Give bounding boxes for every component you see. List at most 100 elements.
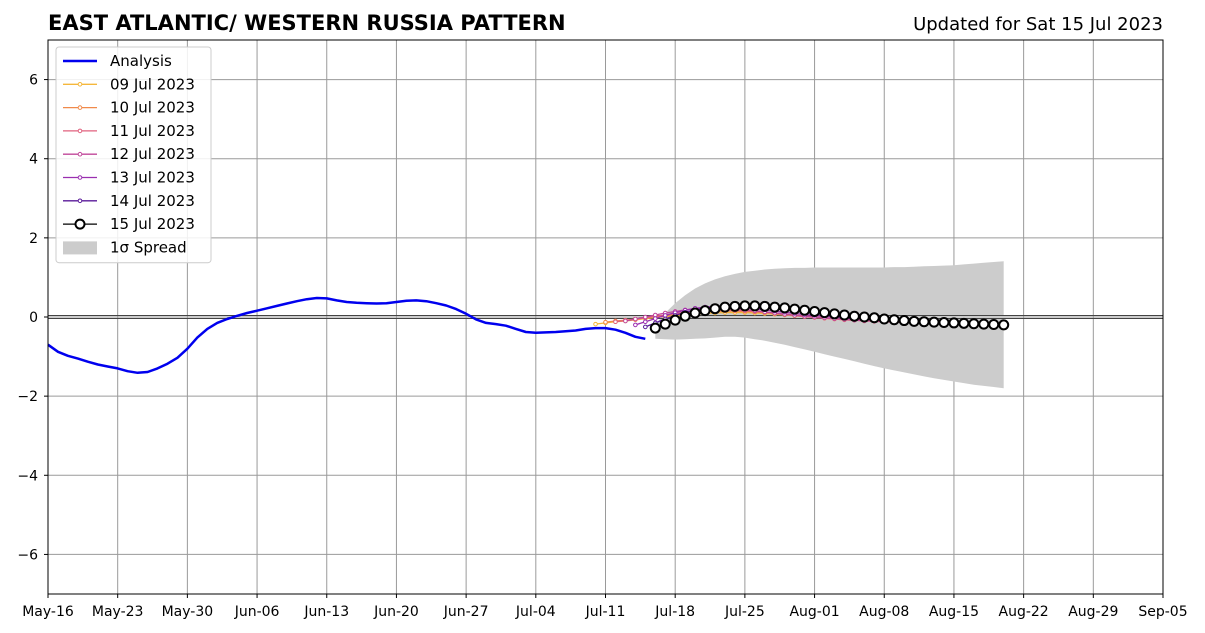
legend-marker <box>77 175 83 180</box>
x-tick-label: May-23 <box>92 604 144 620</box>
x-tick-label: Aug-08 <box>859 604 909 620</box>
data-point <box>908 315 920 327</box>
data-point <box>888 314 900 326</box>
data-point <box>659 318 671 330</box>
legend-label: 1σ Spread <box>110 238 187 256</box>
chart-title: EAST ATLANTIC/ WESTERN RUSSIA PATTERN <box>48 11 566 35</box>
data-point <box>652 316 658 321</box>
series-analysis <box>47 296 646 375</box>
data-point <box>699 305 711 317</box>
x-tick-label: Jun-06 <box>234 604 280 620</box>
legend-item: 14 Jul 2023 <box>63 192 195 210</box>
x-tick-label: Aug-01 <box>789 604 839 620</box>
x-tick-label: Aug-15 <box>929 604 979 620</box>
data-point <box>858 311 870 323</box>
data-point <box>652 312 658 318</box>
y-tick-label: −2 <box>17 389 38 405</box>
data-point <box>593 321 598 327</box>
legend-marker <box>74 218 86 230</box>
data-point <box>633 316 638 322</box>
data-point <box>613 319 618 325</box>
data-point <box>643 319 648 325</box>
y-tick-label: −6 <box>17 547 38 563</box>
y-tick-label: −4 <box>17 468 38 484</box>
data-point <box>689 307 701 319</box>
legend-marker <box>77 82 83 87</box>
legend-marker <box>77 151 83 157</box>
legend-label: 12 Jul 2023 <box>110 145 195 163</box>
data-point <box>769 301 781 313</box>
data-point <box>603 319 608 325</box>
x-tick-label: Jun-20 <box>373 604 419 620</box>
y-tick-label: 0 <box>29 310 38 326</box>
x-tick-label: Sep-05 <box>1138 604 1187 620</box>
series-line <box>47 296 646 375</box>
legend-marker <box>77 128 83 134</box>
chart-subtitle: Updated for Sat 15 Jul 2023 <box>913 14 1163 35</box>
y-tick-label: 6 <box>29 73 38 89</box>
legend-item: 15 Jul 2023 <box>63 215 195 233</box>
legend-item: Analysis <box>63 52 172 70</box>
legend-label: Analysis <box>110 52 172 70</box>
y-tick-label: 2 <box>29 231 38 247</box>
data-point <box>878 313 890 325</box>
data-point <box>709 303 721 315</box>
data-point <box>998 319 1010 331</box>
spread-band <box>655 261 1004 389</box>
legend-marker <box>77 105 83 110</box>
data-point <box>968 318 980 330</box>
data-point <box>633 322 638 328</box>
legend-item: 12 Jul 2023 <box>63 145 195 163</box>
x-tick-label: Aug-29 <box>1068 604 1118 620</box>
plot-area: May-16 May-23 May-30 Jun-06 Jun-13 Jun-20 Jun-… <box>17 39 1188 620</box>
data-point <box>789 303 801 315</box>
data-point <box>679 310 691 322</box>
x-tick-label: Jul-11 <box>585 604 626 620</box>
legend-marker <box>77 198 83 204</box>
data-point <box>938 317 950 329</box>
legend-label: 09 Jul 2023 <box>110 75 195 93</box>
data-point <box>729 300 741 312</box>
data-point <box>749 300 761 312</box>
x-tick-label: Jul-25 <box>724 604 765 620</box>
data-point <box>988 319 1000 331</box>
data-point <box>623 318 628 324</box>
x-tick-label: May-16 <box>22 604 74 620</box>
x-tick-label: Aug-22 <box>999 604 1049 620</box>
data-point <box>779 302 791 314</box>
data-point <box>978 318 990 330</box>
data-point <box>948 317 960 329</box>
data-point <box>819 307 831 319</box>
data-point <box>662 313 668 318</box>
legend-box <box>55 46 212 264</box>
data-point <box>838 309 850 321</box>
data-point <box>643 314 648 320</box>
x-tick-label: Jun-27 <box>443 604 489 620</box>
legend-item: 13 Jul 2023 <box>63 169 195 187</box>
y-tick-label: 4 <box>29 152 38 168</box>
data-point <box>649 322 661 334</box>
legend-label: 11 Jul 2023 <box>110 122 195 140</box>
x-tick-label: May-30 <box>162 604 214 620</box>
series-15-jul-2023 <box>649 300 1010 334</box>
legend-item: 09 Jul 2023 <box>63 75 195 93</box>
data-point <box>719 301 731 313</box>
data-point <box>898 315 910 327</box>
data-point <box>799 304 811 316</box>
legend-label: 15 Jul 2023 <box>110 215 195 233</box>
x-tick-label: Jul-04 <box>515 604 556 620</box>
data-point <box>928 316 940 328</box>
data-point <box>828 308 840 320</box>
legend: Analysis 09 Jul 2023 10 Jul 2023 11 Jul 202… <box>55 46 212 264</box>
legend-label: 14 Jul 2023 <box>110 192 195 210</box>
x-tick-label: Jun-13 <box>303 604 349 620</box>
data-point <box>848 310 860 322</box>
legend-label: 10 Jul 2023 <box>110 99 195 117</box>
legend-label: 13 Jul 2023 <box>110 169 195 187</box>
data-point <box>739 300 751 312</box>
data-point <box>868 312 880 324</box>
legend-item: 1σ Spread <box>63 238 187 256</box>
data-point <box>918 316 930 328</box>
data-point <box>669 314 681 326</box>
